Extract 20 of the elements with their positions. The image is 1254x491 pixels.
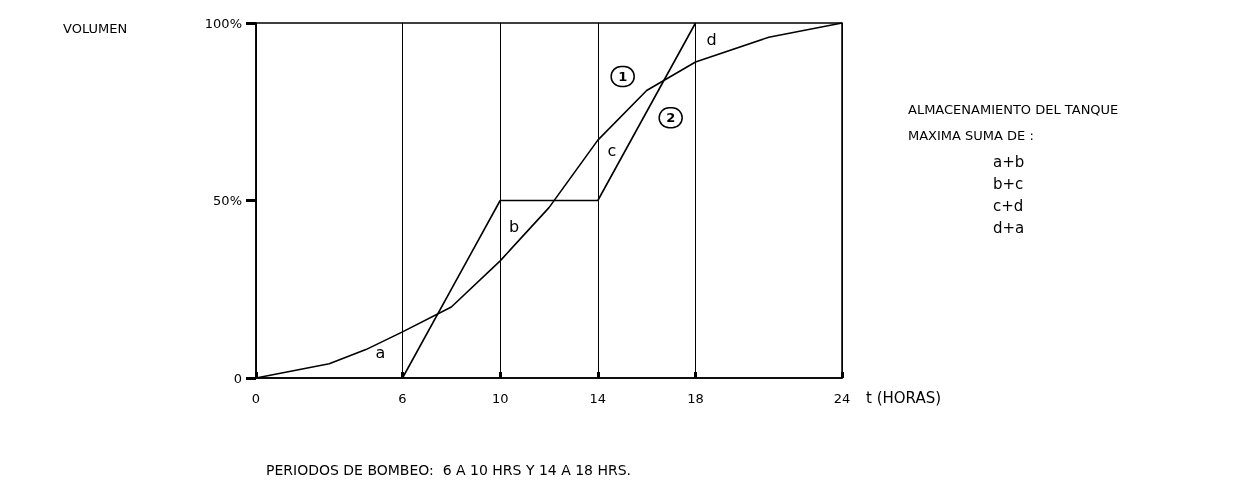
text: VOLUMEN bbox=[63, 20, 128, 36]
annotation: c bbox=[607, 140, 617, 160]
x-axis-title: t (HORAS) bbox=[866, 388, 942, 407]
x-tick-label: 0 bbox=[251, 391, 261, 406]
x-tick-label: 14 bbox=[589, 391, 607, 406]
series-label: 2 bbox=[666, 110, 676, 126]
series-label: 1 bbox=[618, 68, 628, 84]
text: PERIODOS DE BOMBEO: 6 A 10 HRS Y 14 A 18 HRS. bbox=[266, 462, 632, 478]
x-tick-label: 24 bbox=[833, 391, 851, 406]
annotation: a bbox=[375, 342, 386, 362]
y-tick-label: 100% bbox=[204, 15, 242, 31]
x-tick-label: 18 bbox=[687, 391, 704, 406]
y-tick-label: 50% bbox=[213, 193, 242, 208]
text: ALMACENAMIENTO DEL TANQUE MAXIMA SUMA DE : bbox=[908, 101, 1119, 143]
annotation: b bbox=[509, 217, 520, 236]
x-tick-label: 10 bbox=[491, 391, 509, 406]
text: a+b b+c c+d d+a bbox=[993, 153, 1025, 237]
y-tick-label: 0 bbox=[233, 370, 242, 386]
x-tick-label: 6 bbox=[398, 391, 407, 406]
annotation: d bbox=[706, 29, 717, 49]
